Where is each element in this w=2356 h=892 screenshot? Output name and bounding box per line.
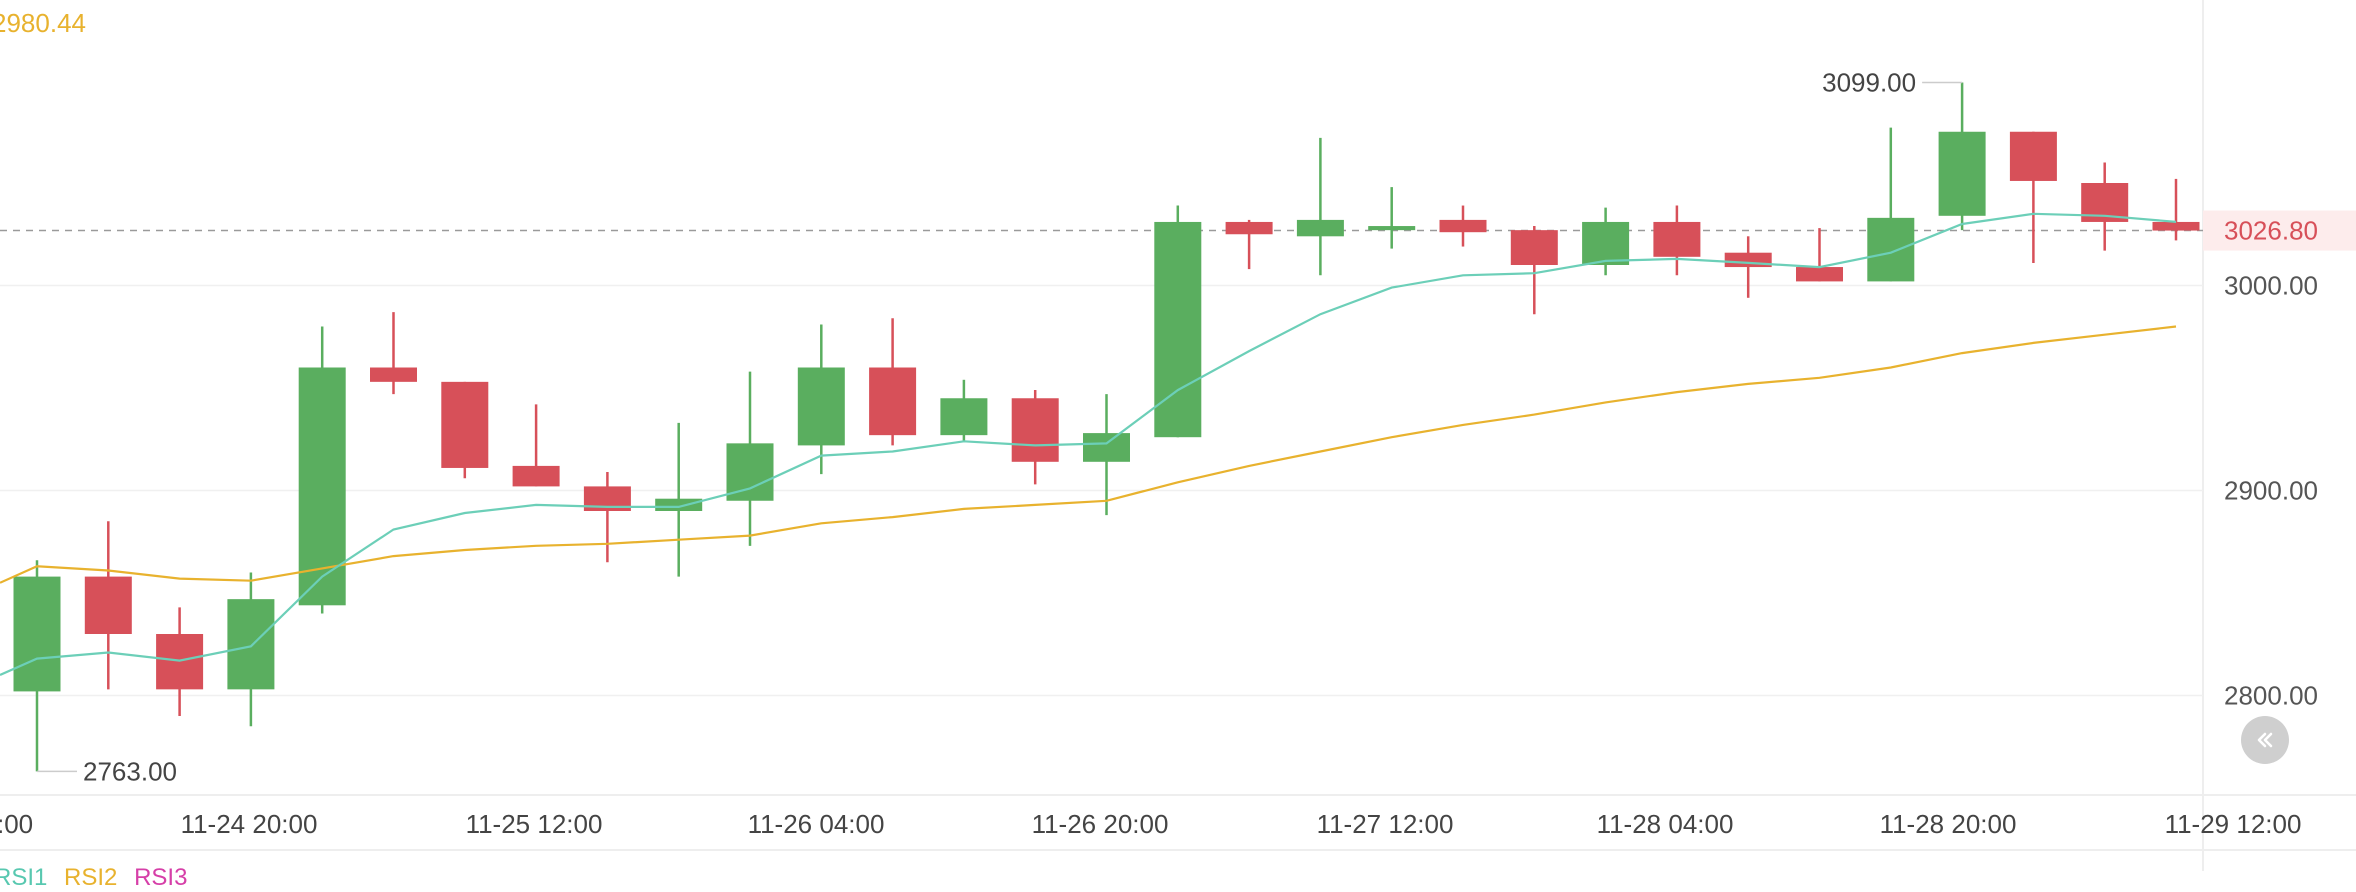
- x-tick-label: 11-28 20:00: [1880, 809, 2017, 839]
- candle-body: [512, 465, 560, 487]
- candle-body: [655, 498, 703, 511]
- y-tick-label: 2800.00: [2224, 681, 2318, 711]
- reset-view-button[interactable]: [2241, 716, 2289, 764]
- candle-body: [1011, 398, 1059, 462]
- low-price-annotation: 2763.00: [83, 756, 177, 786]
- candle-body: [1938, 131, 1986, 216]
- high-price-annotation: 3099.00: [1822, 68, 1916, 98]
- candle-body: [298, 367, 346, 606]
- last-price-label: 3026.80: [2224, 216, 2318, 246]
- x-tick-label: 11-26 04:00: [748, 809, 885, 839]
- candle-body: [84, 576, 132, 634]
- candle-body: [1296, 219, 1344, 237]
- candle-body: [13, 576, 61, 692]
- x-tick-label: 11-25 12:00: [466, 809, 603, 839]
- ma-slow-line: [0, 325, 2177, 584]
- candle-body: [1083, 433, 1130, 462]
- candle-body: [370, 367, 417, 382]
- candle-body: [1439, 219, 1487, 233]
- rsi2-label: RSI2: [64, 864, 118, 891]
- candle-body: [1225, 221, 1273, 235]
- candle-body: [940, 398, 988, 436]
- candle-body: [2152, 221, 2200, 231]
- ma-fast-line: [0, 212, 2177, 677]
- chevrons-left-icon: [2257, 732, 2273, 748]
- indicator-row: RSI1 RSI2 RSI3: [0, 864, 197, 892]
- x-tick-label: 11-29 12:00: [2165, 809, 2302, 839]
- candle-body: [441, 381, 489, 468]
- candle-body: [1510, 230, 1558, 265]
- candlestick-chart[interactable]: 3000.00 2900.00 2800.00 :00 11-24 20:00 11-25…: [0, 0, 2356, 871]
- candle-body: [227, 599, 275, 690]
- candle-body: [2009, 131, 2057, 181]
- candle-body: [1653, 221, 1701, 257]
- ma-value-label: 2980.44: [0, 8, 86, 38]
- y-tick-label: 2900.00: [2224, 476, 2318, 506]
- rsi3-label: RSI3: [134, 864, 188, 891]
- x-tick-label: 11-27 12:00: [1317, 809, 1454, 839]
- candle-body: [1582, 221, 1630, 265]
- x-tick-label: :00: [0, 809, 33, 839]
- x-tick-label: 11-26 20:00: [1032, 809, 1169, 839]
- x-tick-label: 11-28 04:00: [1597, 809, 1734, 839]
- last-price-tag: [2203, 210, 2356, 251]
- candle-body: [1368, 226, 1416, 231]
- x-tick-label: 11-24 20:00: [181, 809, 318, 839]
- rsi1-label: RSI1: [0, 864, 48, 891]
- candle-body: [1867, 217, 1915, 282]
- candle-body: [869, 367, 917, 436]
- candle-body: [1154, 221, 1202, 438]
- candle-body: [726, 443, 774, 501]
- y-tick-label: 3000.00: [2224, 271, 2318, 301]
- candle-body: [1796, 267, 1843, 282]
- candle-body: [797, 367, 845, 446]
